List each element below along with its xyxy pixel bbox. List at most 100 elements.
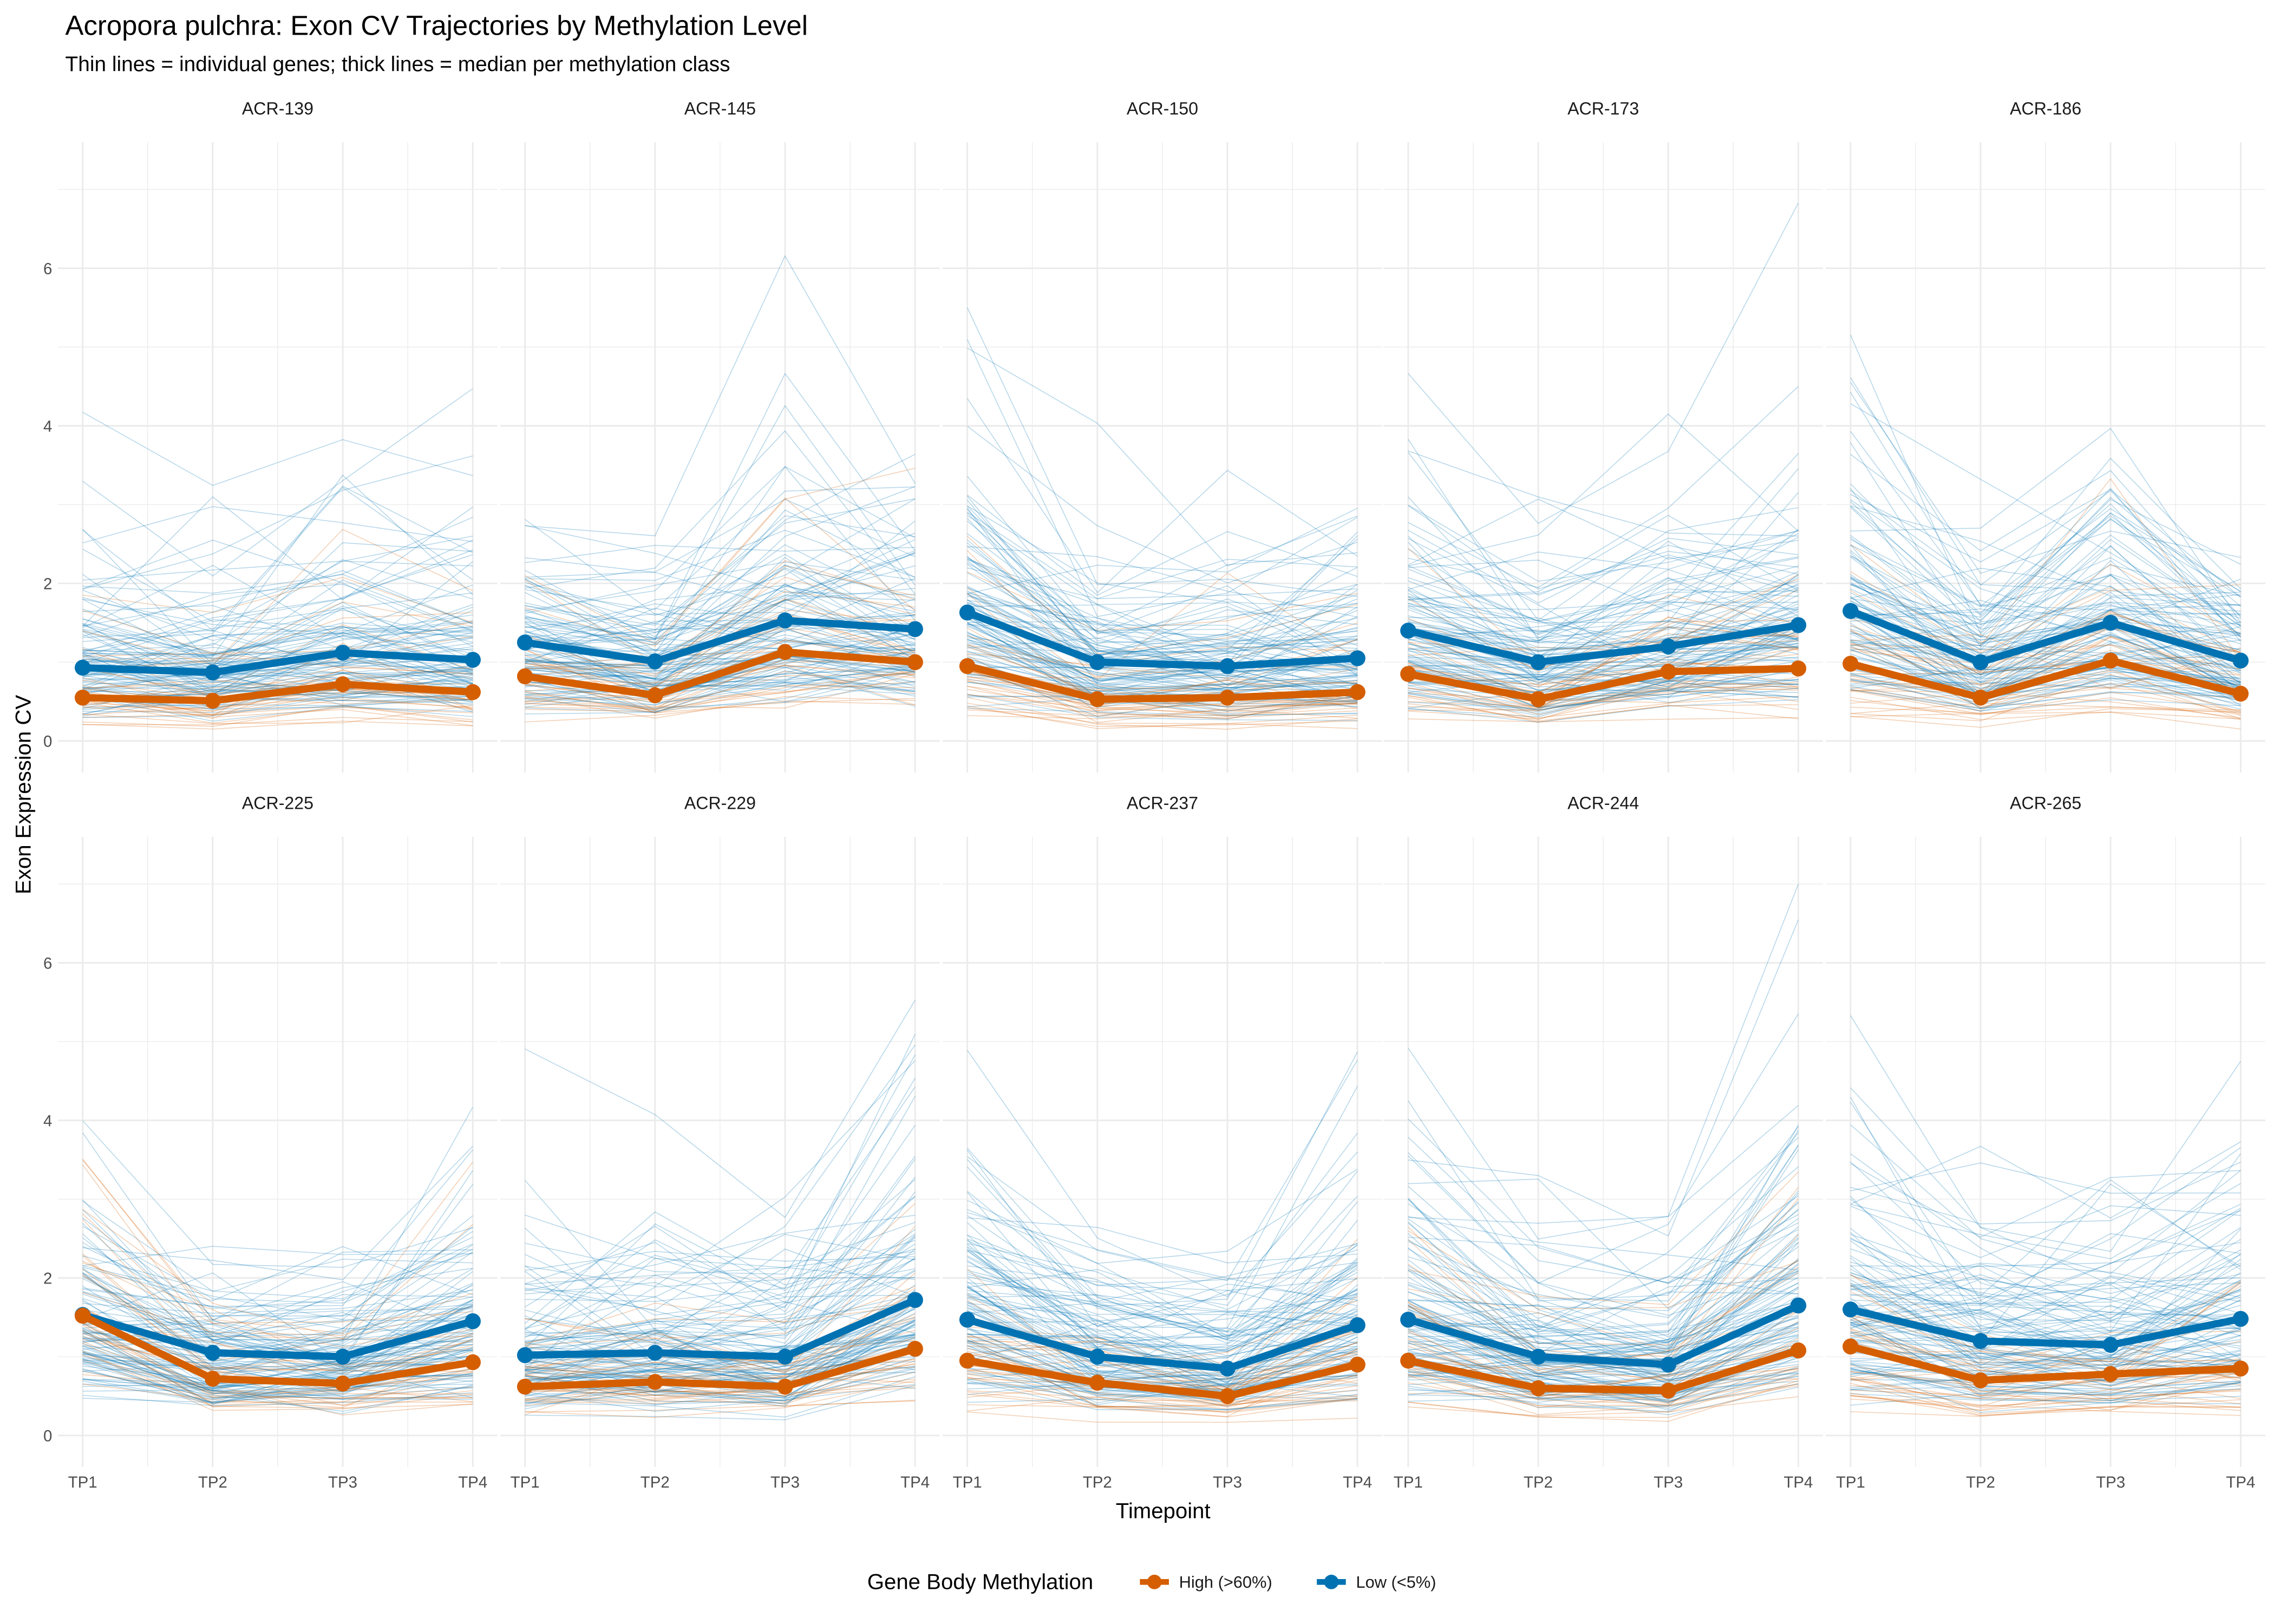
median-point-low [1842, 1301, 1859, 1318]
gene-line [1850, 1264, 2241, 1361]
gene-line [525, 613, 916, 645]
gene-line [1408, 1382, 1799, 1406]
gene-line [1408, 883, 1799, 1240]
gene-line [525, 1333, 916, 1399]
gene-line [1850, 1396, 2241, 1416]
gene-line [525, 1215, 916, 1292]
gene-line [1408, 689, 1799, 719]
gene-line [1850, 584, 2241, 695]
gene-line [967, 1259, 1358, 1384]
gene-line [82, 636, 473, 660]
gene-line [525, 1350, 916, 1387]
gene-line [967, 621, 1358, 696]
gene-line [1408, 687, 1799, 708]
legend-title: Gene Body Methylation [867, 1570, 1093, 1594]
gene-line [967, 1345, 1358, 1390]
gene-line [525, 1229, 916, 1343]
gene-line [82, 1237, 473, 1359]
gene-line [967, 620, 1358, 686]
gene-line [967, 1234, 1358, 1343]
gene-line [1408, 1370, 1799, 1406]
gene-line [967, 709, 1358, 719]
gene-line [1408, 1338, 1799, 1404]
gene-line [1408, 674, 1799, 715]
gene-line [1408, 680, 1799, 716]
gene-line [1850, 1368, 2241, 1396]
gene-line [525, 1384, 916, 1404]
gene-line [525, 1179, 916, 1349]
gene-line [1850, 683, 2241, 716]
gene-line [525, 1086, 916, 1275]
gene-line [1408, 626, 1799, 684]
gene-line [967, 1311, 1358, 1373]
gene-line [1408, 1344, 1799, 1376]
gene-line [82, 1226, 473, 1304]
gene-line [967, 632, 1358, 684]
median-point-low [205, 1345, 221, 1361]
x-tick-label: TP4 [900, 1474, 930, 1491]
gene-line [525, 1363, 916, 1386]
gene-line [525, 630, 916, 695]
gene-line [967, 635, 1358, 698]
y-tick-label: 2 [43, 575, 52, 593]
gene-line [1408, 1330, 1799, 1395]
median-point-high [1400, 666, 1416, 682]
gene-line [1408, 1322, 1799, 1396]
gene-line [525, 999, 916, 1219]
gene-line [967, 623, 1358, 702]
gene-line [525, 580, 916, 664]
gene-line [1408, 569, 1799, 642]
gene-line [1850, 1328, 2241, 1397]
gene-line [82, 614, 473, 653]
gene-line [82, 528, 473, 666]
gene-line [1850, 442, 2241, 648]
gene-line [1850, 635, 2241, 698]
gene-line [967, 1393, 1358, 1418]
facet-panel: ACR-237 TP1 TP2 TP3 TP4 [943, 794, 1382, 1491]
gene-line [525, 1176, 916, 1344]
gene-line [1408, 633, 1799, 698]
median-point-low [465, 652, 481, 668]
gene-line [82, 1262, 473, 1367]
gene-line [1850, 519, 2241, 618]
gene-line [1408, 1203, 1799, 1338]
gene-line [525, 1214, 916, 1268]
y-tick-label: 6 [43, 954, 52, 972]
gene-line [967, 643, 1358, 700]
gene-line [967, 1290, 1358, 1313]
median-point-low [1349, 650, 1365, 666]
gene-line [1408, 1282, 1799, 1381]
gene-line [967, 1365, 1358, 1403]
gene-line [82, 1359, 473, 1409]
gene-line [82, 1120, 473, 1268]
median-point-low [647, 653, 663, 670]
gene-line [1850, 611, 2241, 689]
gene-line [82, 1315, 473, 1370]
gene-line [1408, 628, 1799, 692]
gene-line [82, 650, 473, 698]
x-tick-label: TP1 [1394, 1474, 1423, 1491]
gene-line [82, 607, 473, 693]
gene-line [967, 646, 1358, 666]
gene-line [967, 1341, 1358, 1396]
gene-line [525, 1304, 916, 1344]
gene-line [1850, 1299, 2241, 1318]
gene-line [1850, 1153, 2241, 1321]
gene-line [1850, 1393, 2241, 1401]
gene-line [82, 1392, 473, 1406]
gene-line [525, 691, 916, 713]
gene-line [967, 521, 1358, 630]
gene-line [967, 638, 1358, 670]
gene-line [1850, 335, 2241, 635]
facet-panel: ACR-225 TP1 TP2 TP3 TP4 0 2 4 6 [43, 794, 498, 1491]
gene-line [1850, 506, 2241, 616]
gene-line [82, 455, 473, 590]
gene-line [1850, 585, 2241, 673]
x-tick-label: TP2 [1524, 1474, 1553, 1491]
gene-line [966, 1050, 1358, 1298]
gene-line [1408, 601, 1799, 669]
median-point-low [959, 604, 976, 621]
gene-line [1408, 1361, 1799, 1408]
gene-line [82, 1299, 473, 1365]
gene-line [525, 550, 916, 639]
